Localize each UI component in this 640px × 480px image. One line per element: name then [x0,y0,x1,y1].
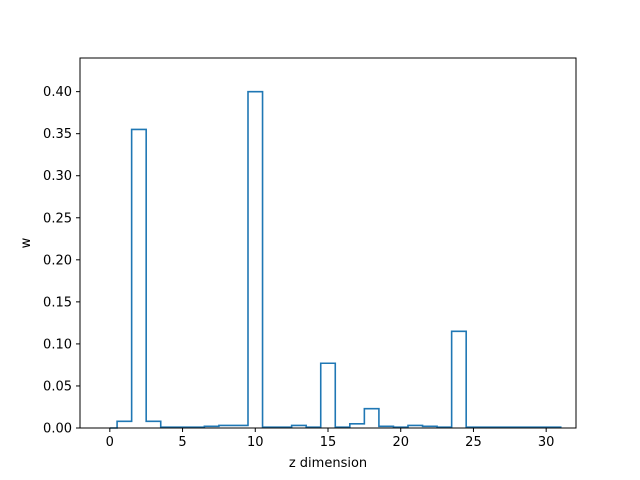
y-tick-label: 0.00 [43,422,72,437]
x-axis-label: z dimension [289,456,367,471]
x-tick-label: 0 [106,435,114,450]
x-axis-ticks: 0 5 10 15 20 25 30 [106,428,555,450]
y-tick-label: 0.35 [43,127,72,142]
y-tick-label: 0.40 [43,85,72,100]
histogram-bin [364,409,379,428]
histogram-bin [452,331,467,428]
y-axis-ticks: 0.00 0.05 0.10 0.15 0.20 0.25 0.30 0.35 0.40 [43,85,80,437]
y-tick-label: 0.30 [43,169,72,184]
histogram-bin [248,92,263,428]
histogram-bin [350,424,365,428]
y-axis-label: w [19,237,34,248]
y-tick-label: 0.10 [43,337,72,352]
x-tick-label: 15 [320,435,337,450]
x-tick-label: 25 [465,435,482,450]
x-tick-label: 30 [538,435,555,450]
histogram-step-line [109,90,562,429]
x-tick-label: 10 [247,435,264,450]
histogram-bin [146,421,161,428]
histogram-bin [117,421,132,428]
y-tick-label: 0.25 [43,211,72,226]
y-tick-label: 0.05 [43,379,72,394]
x-tick-label: 5 [178,435,186,450]
x-tick-label: 20 [392,435,409,450]
histogram-bin [132,129,147,428]
y-tick-label: 0.20 [43,253,72,268]
series-layer [109,90,562,429]
y-tick-label: 0.15 [43,295,72,310]
histogram-bin [321,363,336,428]
